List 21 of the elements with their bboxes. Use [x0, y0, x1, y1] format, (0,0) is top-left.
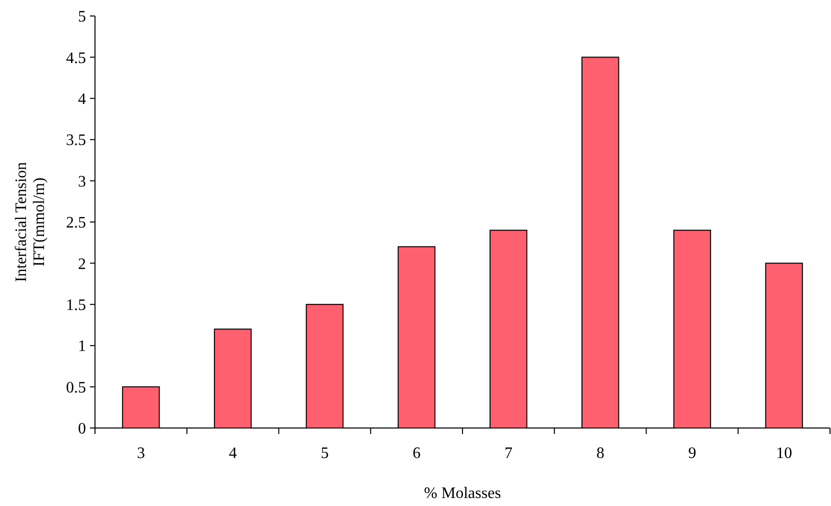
y-tick-label: 0: [78, 420, 86, 438]
y-tick-label: 4: [78, 91, 86, 108]
y-tick-label: 4.5: [66, 50, 86, 67]
y-tick-label: 1: [78, 338, 86, 356]
y-tick-label: 0.5: [66, 379, 86, 396]
y-tick-label: 5: [78, 8, 86, 26]
x-tick-label: 4: [228, 445, 237, 462]
x-tick-label: 7: [504, 445, 512, 462]
y-axis-title: Interfacial Tension IFT(mmol/m): [13, 162, 48, 282]
x-tick-label: 9: [688, 445, 696, 462]
y-tick-label: 3.5: [66, 132, 86, 150]
x-tick-label: 10: [776, 445, 792, 462]
x-tick-label: 5: [320, 445, 329, 462]
x-tick-label: 6: [412, 445, 421, 462]
y-tick-label: 1.5: [66, 297, 86, 314]
y-tick-label: 2: [78, 256, 86, 273]
x-tick-label: 3: [136, 445, 145, 462]
x-axis-title: % Molasses: [424, 485, 501, 502]
x-tick-label: 8: [596, 445, 604, 462]
y-tick-label: 3: [78, 173, 86, 190]
y-tick-label: 2.5: [66, 214, 86, 232]
